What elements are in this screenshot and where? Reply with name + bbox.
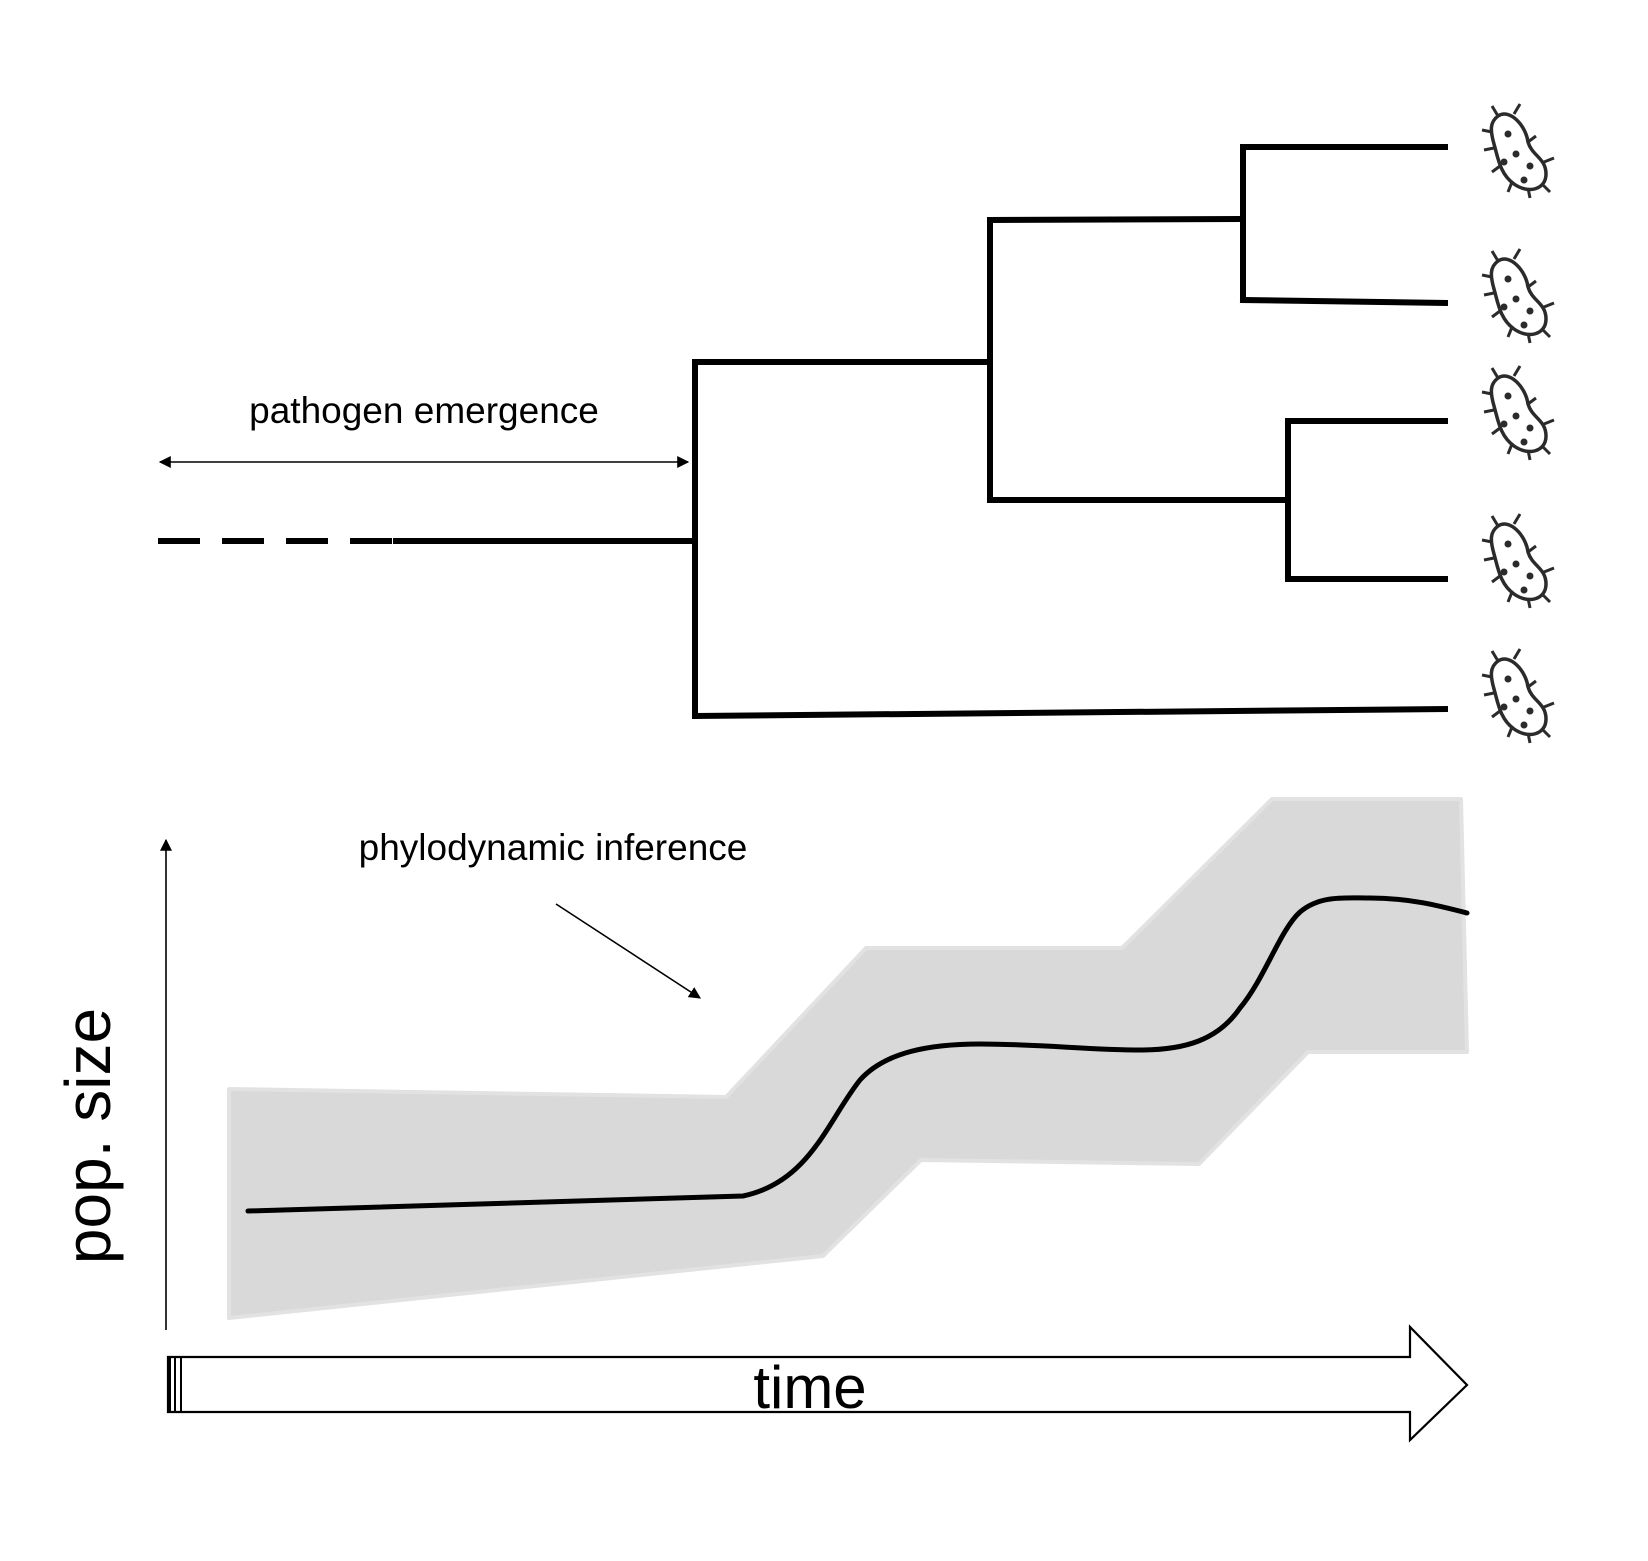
time-arrow: [166, 1324, 1469, 1443]
y-axis-label: pop. size: [52, 1008, 124, 1264]
bacterium-icon: [1480, 102, 1556, 200]
x-axis-label: time: [753, 1354, 866, 1421]
branch-to-clade-b: [986, 215, 1242, 224]
tip-icons: [1480, 102, 1556, 745]
population-trajectory: [245, 895, 1470, 1214]
uncertainty-band: [227, 797, 1469, 1320]
population-plot: pop. size: [52, 797, 1470, 1330]
bacterium-icon: [1480, 512, 1556, 610]
branch-to-tip-2: [1239, 296, 1449, 307]
emergence-label: pathogen emergence: [249, 390, 599, 431]
bacterium-icon: [1480, 364, 1556, 462]
branch-to-tip-5: [691, 705, 1449, 720]
inference-arrow: [555, 903, 702, 999]
time-axis: time: [166, 1324, 1469, 1443]
inference-label: phylodynamic inference: [359, 827, 748, 868]
bacterium-icon: [1480, 247, 1556, 345]
bacterium-icon: [1480, 647, 1556, 745]
phylogenetic-tree: [158, 144, 1449, 720]
